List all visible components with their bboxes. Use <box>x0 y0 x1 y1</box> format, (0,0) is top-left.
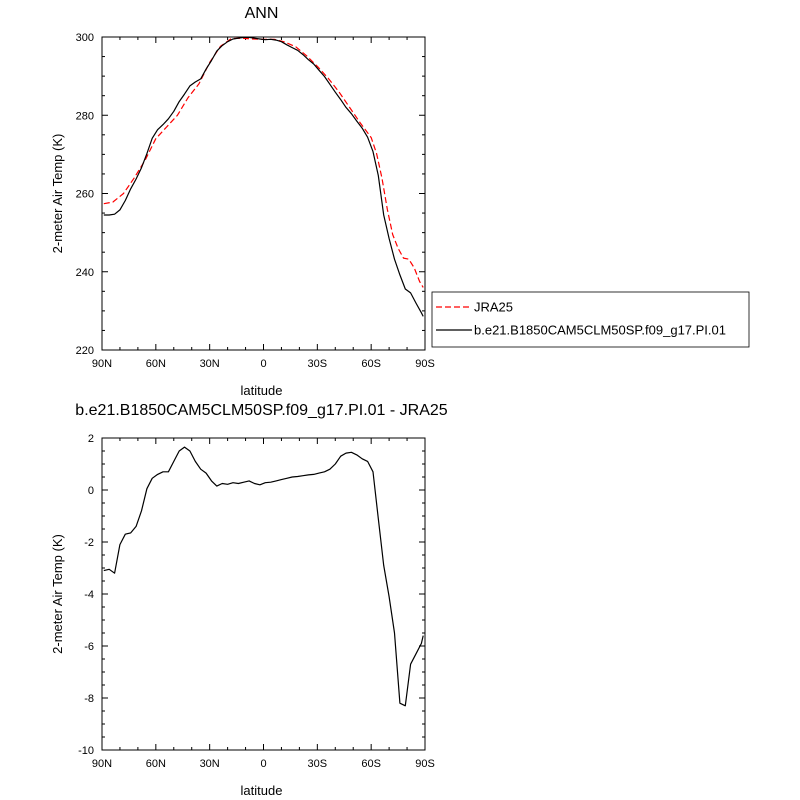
bottom-y-tick-label: 0 <box>88 485 94 497</box>
top-x-tick-label: 90N <box>92 358 112 370</box>
top-series-group <box>103 36 424 317</box>
bottom-plot-frame <box>101 437 426 751</box>
bottom-y-tick-label: 2 <box>88 433 94 445</box>
top-axes: 90N 60N 30N 0 30S 60S 90S 220 240 260 280 300 <box>76 32 435 370</box>
bottom-x-tick-label: 60N <box>146 758 166 770</box>
top-x-tick-label: 30S <box>308 358 328 370</box>
legend-label-jra25: JRA25 <box>474 300 513 315</box>
bottom-series-group <box>103 446 424 707</box>
top-plot-frame <box>101 36 426 351</box>
bottom-x-tick-label: 90N <box>92 758 112 770</box>
legend-box <box>431 291 750 348</box>
top-x-tick-label: 90S <box>415 358 435 370</box>
top-y-tick-label: 280 <box>76 110 94 122</box>
bottom-y-axis-label: 2-meter Air Temp (K) <box>50 534 65 654</box>
bottom-y-tick-label: -8 <box>84 693 94 705</box>
bottom-y-tick-label: -4 <box>84 589 94 601</box>
bottom-x-axis-label: latitude <box>241 783 283 798</box>
top-x-tick-label: 60S <box>361 358 381 370</box>
bottom-x-tick-label: 30N <box>200 758 220 770</box>
bottom-chart-title: b.e21.B1850CAM5CLM50SP.f09_g17.PI.01 - J… <box>75 402 447 419</box>
bottom-x-tick-label: 0 <box>260 758 266 770</box>
bottom-y-tick-label: -10 <box>78 745 94 757</box>
top-panel: ANN 90N 60N 30N 0 30S 60S 90S 220 240 260 280 300 l… <box>50 5 435 398</box>
top-x-axis-label: latitude <box>241 383 283 398</box>
top-y-tick-label: 240 <box>76 267 94 279</box>
legend-label-model: b.e21.B1850CAM5CLM50SP.f09_g17.PI.01 <box>474 323 726 338</box>
top-y-tick-label: 220 <box>76 345 94 357</box>
top-series-line-1 <box>103 36 424 317</box>
top-series-line-0 <box>103 37 424 288</box>
bottom-x-tick-label: 60S <box>361 758 381 770</box>
bottom-x-tick-label: 90S <box>415 758 435 770</box>
bottom-x-tick-label: 30S <box>308 758 328 770</box>
bottom-axes: 90N 60N 30N 0 30S 60S 90S -10 -8 -6 -4 -2 0 2 <box>78 433 435 770</box>
bottom-panel: b.e21.B1850CAM5CLM50SP.f09_g17.PI.01 - J… <box>50 402 448 798</box>
top-y-axis-label: 2-meter Air Temp (K) <box>50 134 65 254</box>
top-x-tick-label: 30N <box>200 358 220 370</box>
top-y-tick-label: 260 <box>76 189 94 201</box>
legend: JRA25 b.e21.B1850CAM5CLM50SP.f09_g17.PI.… <box>431 291 750 348</box>
top-y-tick-label: 300 <box>76 32 94 44</box>
bottom-series-line-0 <box>103 446 424 707</box>
top-chart-title: ANN <box>245 5 279 22</box>
top-x-tick-label: 0 <box>260 358 266 370</box>
bottom-y-tick-label: -6 <box>84 641 94 653</box>
top-x-tick-label: 60N <box>146 358 166 370</box>
bottom-y-tick-label: -2 <box>84 537 94 549</box>
